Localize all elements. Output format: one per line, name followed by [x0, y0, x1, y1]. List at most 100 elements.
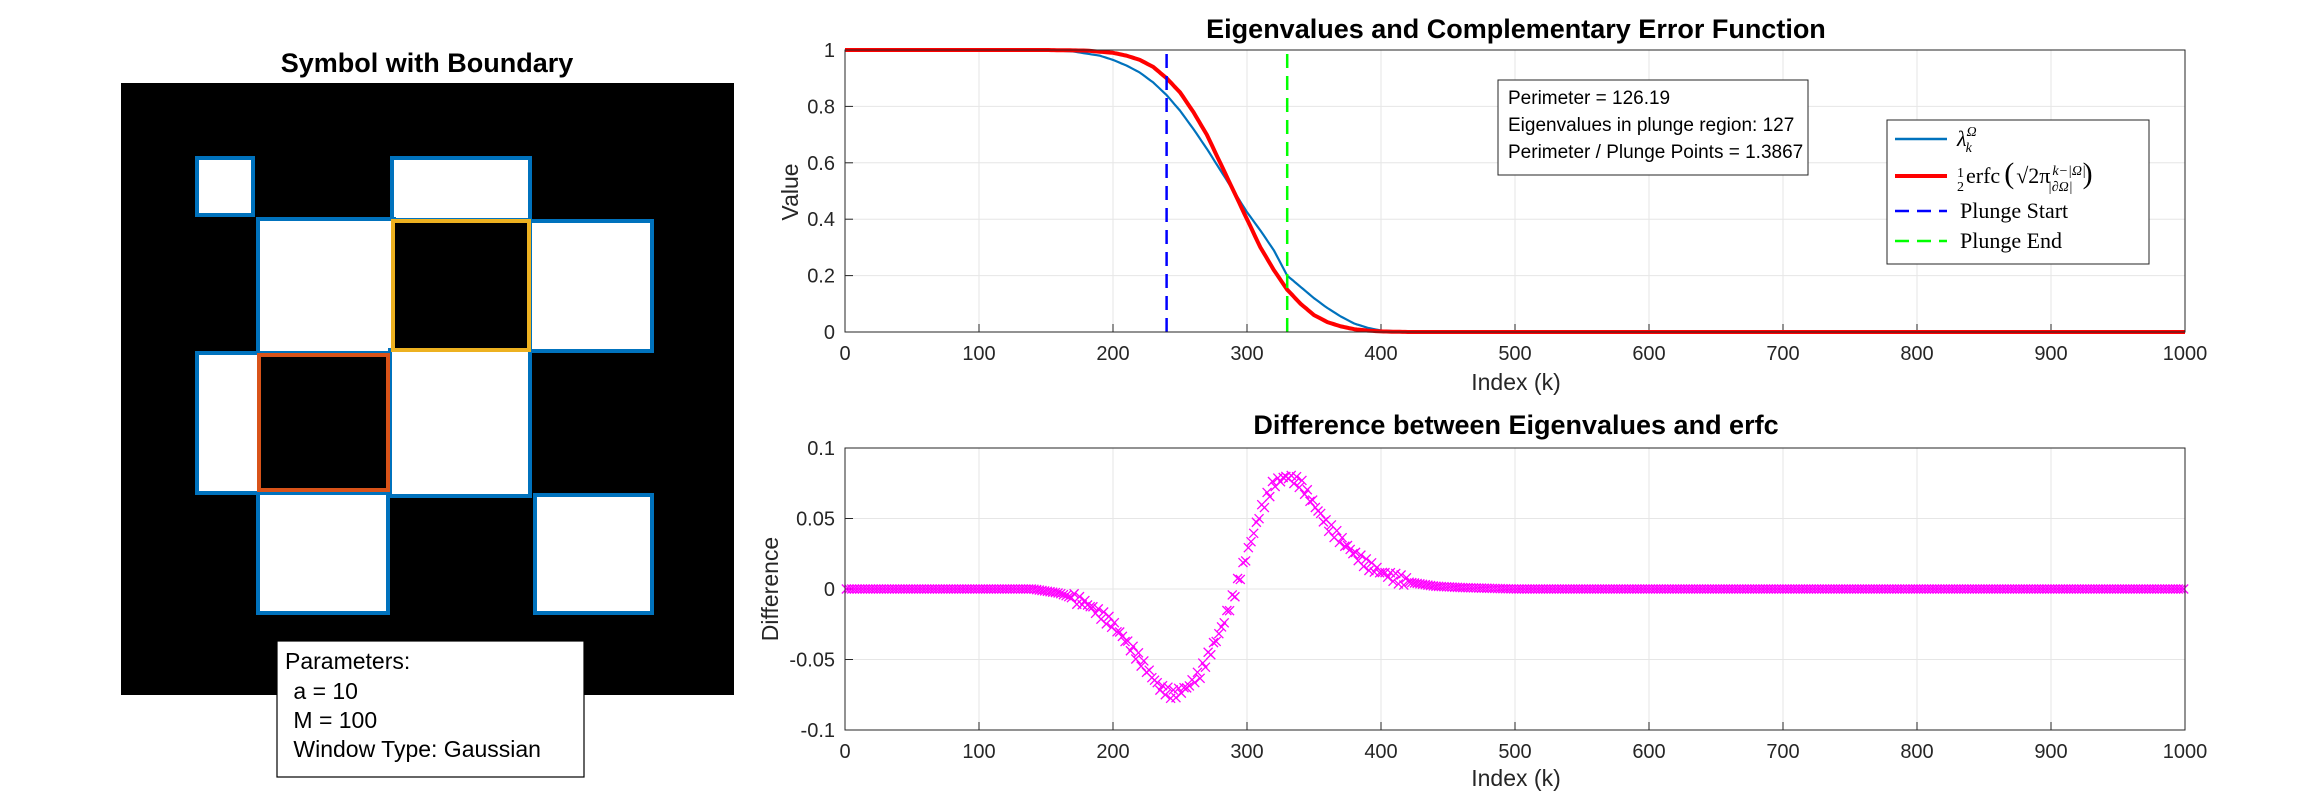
difference-point — [1221, 605, 1232, 616]
difference-point — [1307, 495, 1318, 506]
difference-point — [1125, 645, 1136, 656]
param-a: a = 10 — [287, 678, 358, 704]
difference-point — [1299, 489, 1310, 500]
difference-point — [1101, 618, 1112, 629]
symbol-panel: Symbol with Boundary Parameters: a = 10 … — [121, 48, 734, 778]
annotation-ratio: Perimeter / Plunge Points = 1.3867 — [1508, 142, 1803, 163]
region-square — [533, 493, 654, 615]
bottom-chart-xtick-label: 1000 — [2163, 741, 2208, 763]
difference-point — [1114, 627, 1125, 637]
top-chart-xtick-label: 100 — [962, 343, 995, 365]
difference-point — [1053, 588, 1064, 598]
top-chart-legend: λΩ k 1 2erfc (√2π k−|Ω| |∂Ω|) Plunge Start Pl… — [1886, 119, 2150, 265]
top-chart-ytick-label: 0.4 — [807, 209, 835, 231]
difference-point — [1069, 588, 1080, 599]
bottom-chart-xtick-label: 500 — [1498, 741, 1531, 763]
top-chart-ytick-label: 0.2 — [807, 266, 835, 288]
difference-point — [1254, 513, 1265, 524]
top-chart-xtick-label: 500 — [1498, 343, 1531, 365]
bottom-chart-xtick-label: 400 — [1364, 741, 1397, 763]
bottom-chart-xtick-label: 0 — [839, 741, 850, 763]
top-chart-xlabel: Index (k) — [1471, 369, 1560, 395]
legend-label-erfc: 1 2erfc (√2π k−|Ω| |∂Ω|) — [1957, 157, 2093, 195]
annotation-perimeter: Perimeter = 126.19 — [1508, 88, 1670, 109]
difference-point — [1398, 580, 1409, 591]
region-square — [195, 156, 255, 217]
top-chart-xtick-label: 300 — [1230, 343, 1263, 365]
difference-point — [1232, 573, 1243, 584]
difference-point — [1243, 542, 1254, 553]
difference-point — [1085, 601, 1096, 612]
bottom-chart-xtick-label: 800 — [1900, 741, 1933, 763]
bottom-chart-xtick-label: 200 — [1096, 741, 1129, 763]
difference-point — [1219, 617, 1230, 628]
difference-point — [1195, 673, 1206, 684]
bottom-chart: Difference between Eigenvalues and erfc … — [757, 410, 2207, 791]
difference-point — [1264, 491, 1275, 502]
difference-point — [1205, 649, 1216, 660]
difference-point — [1388, 576, 1399, 587]
region-square — [528, 219, 654, 353]
difference-point — [1152, 677, 1163, 688]
parameters-header: Parameters: — [285, 648, 410, 674]
difference-point — [1184, 680, 1195, 691]
difference-point — [1109, 617, 1120, 628]
difference-point — [1259, 502, 1270, 513]
difference-point — [1331, 525, 1342, 536]
difference-point — [1104, 611, 1114, 622]
legend-label-plunge-end: Plunge End — [1960, 228, 2062, 253]
difference-point — [1144, 665, 1155, 676]
region-square — [388, 348, 532, 498]
difference-point — [1168, 684, 1179, 695]
legend-label-plunge-start: Plunge Start — [1960, 198, 2068, 223]
bottom-chart-xtick-label: 100 — [962, 741, 995, 763]
difference-point — [1238, 557, 1248, 568]
top-chart-xtick-label: 800 — [1900, 343, 1933, 365]
bottom-chart-ticks: 0 100 200 300 400 500 600 700 800 900 1000 -0.1 -0.0… — [789, 438, 2207, 763]
region-square — [256, 491, 390, 615]
difference-point — [1315, 508, 1326, 519]
top-chart-ytick-label: 0.6 — [807, 153, 835, 175]
difference-point — [1235, 574, 1246, 585]
difference-point — [1200, 662, 1211, 673]
difference-point — [1120, 636, 1131, 647]
difference-point — [1294, 482, 1305, 493]
difference-point — [1288, 478, 1299, 489]
difference-point — [1189, 677, 1200, 688]
difference-point — [1055, 588, 1066, 599]
top-chart-ytick-label: 0 — [824, 322, 835, 344]
symbol-title: Symbol with Boundary — [281, 48, 574, 78]
difference-point — [1087, 601, 1098, 612]
difference-point — [1390, 568, 1401, 579]
difference-point — [1361, 554, 1372, 564]
difference-point — [1334, 537, 1345, 548]
top-chart-title: Eigenvalues and Complementary Error Func… — [1206, 14, 1826, 44]
top-chart-axes-box — [844, 49, 2186, 333]
difference-point — [1130, 654, 1141, 664]
difference-point — [1098, 607, 1109, 617]
difference-point — [1192, 667, 1203, 678]
difference-point — [1063, 591, 1074, 602]
difference-point — [1211, 636, 1222, 647]
difference-point — [1213, 628, 1224, 639]
difference-point — [1162, 682, 1173, 693]
difference-point — [1179, 682, 1189, 693]
top-chart-ytick-label: 1 — [824, 40, 835, 62]
difference-point — [1291, 471, 1302, 482]
difference-point — [1224, 605, 1235, 616]
difference-point — [1396, 570, 1407, 580]
bottom-chart-ytick-label: 0.05 — [796, 509, 835, 531]
bottom-chart-xtick-label: 600 — [1632, 741, 1665, 763]
region-square — [195, 351, 261, 495]
top-chart-ytick-label: 0.8 — [807, 96, 835, 118]
top-chart-xtick-label: 200 — [1096, 343, 1129, 365]
hole-boundary-yellow — [391, 219, 531, 352]
difference-point — [1358, 561, 1369, 572]
top-chart-xtick-label: 400 — [1364, 343, 1397, 365]
difference-point — [1350, 547, 1361, 558]
bottom-chart-xlabel: Index (k) — [1471, 765, 1560, 791]
top-chart-ylabel: Value — [777, 163, 803, 220]
difference-point — [1074, 591, 1085, 602]
difference-point — [2178, 584, 2189, 594]
